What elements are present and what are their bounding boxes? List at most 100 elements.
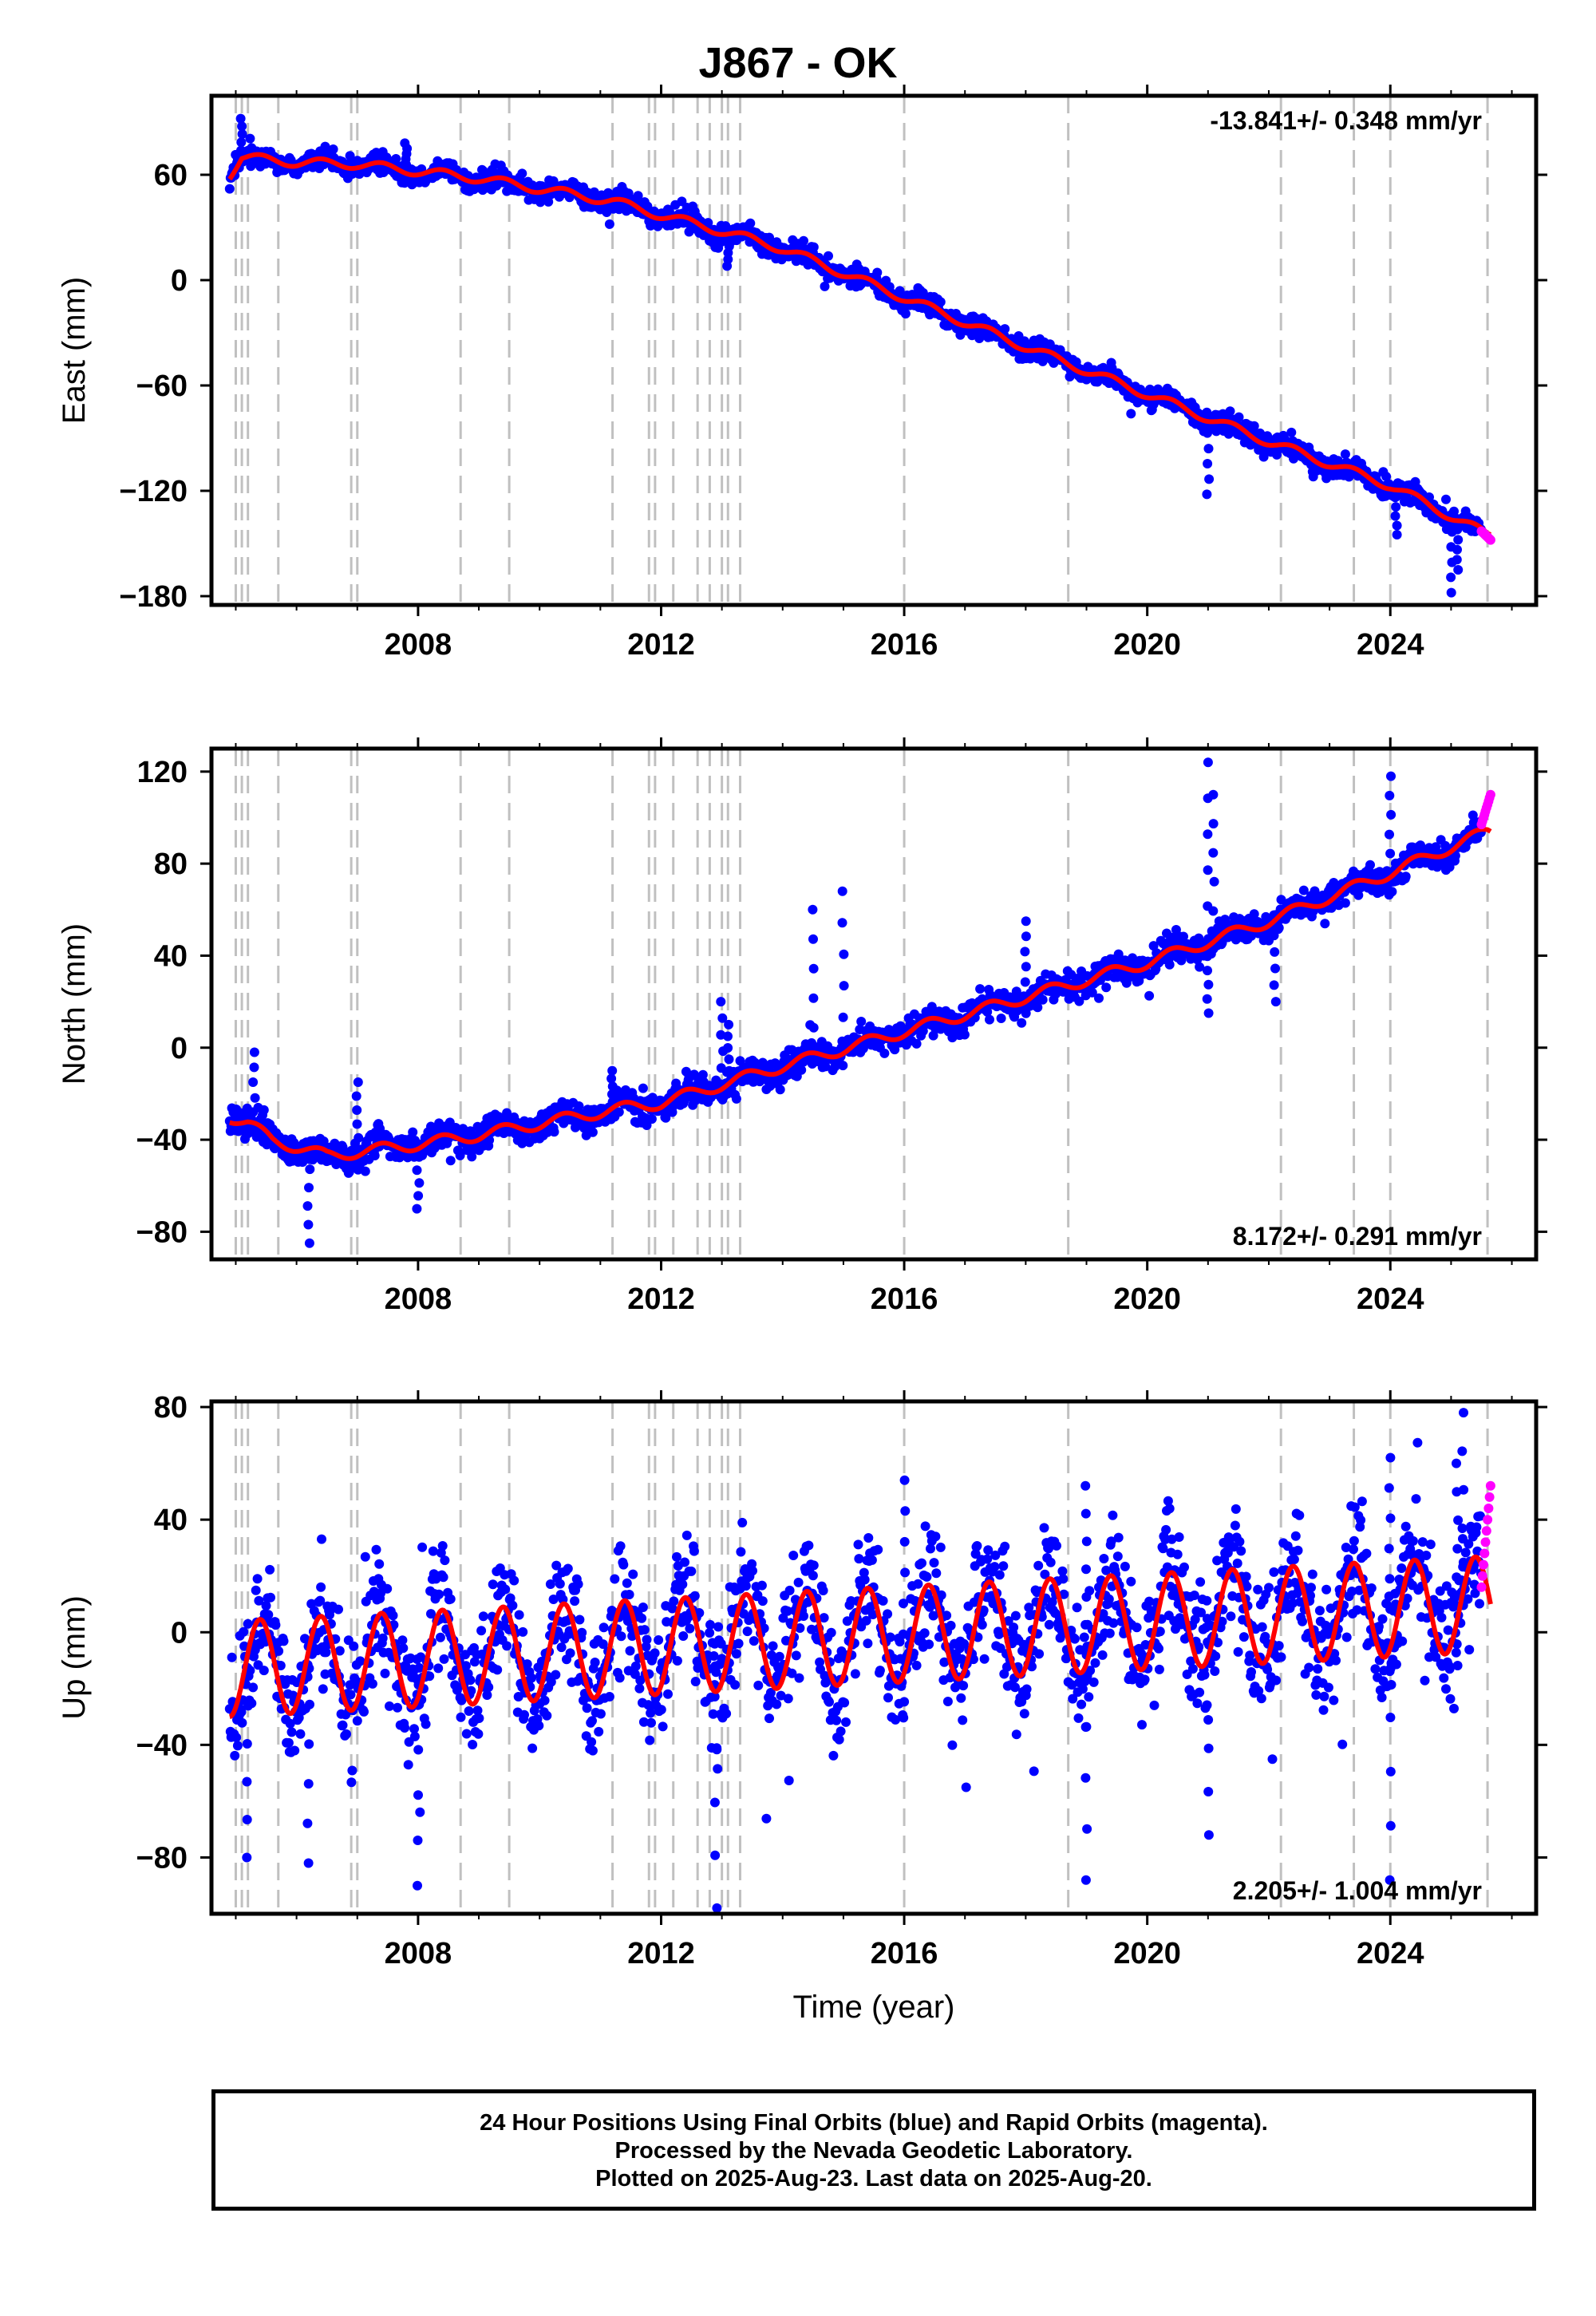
data-point [878, 1595, 888, 1606]
data-point [428, 1546, 438, 1556]
data-point [775, 1085, 785, 1095]
data-point [824, 251, 833, 261]
data-point [961, 1782, 971, 1792]
y-tick-label: 120 [137, 756, 188, 789]
data-point [589, 187, 599, 197]
outlier-point [724, 1054, 734, 1065]
data-point [784, 1585, 795, 1595]
data-point [604, 1692, 614, 1701]
outlier-point [1392, 520, 1402, 531]
data-point [367, 1678, 377, 1689]
outlier-point [1453, 565, 1464, 575]
data-point [764, 1713, 774, 1724]
outlier-point [250, 1093, 260, 1103]
data-point [398, 1643, 409, 1654]
data-point [1148, 941, 1159, 951]
y-tick-label: 0 [171, 264, 188, 298]
data-point [1320, 919, 1330, 929]
data-point [231, 1733, 242, 1743]
outlier-point [412, 1203, 422, 1214]
data-point [705, 1619, 715, 1630]
data-point [742, 1626, 753, 1637]
outlier-point [237, 121, 247, 132]
plot-frame [209, 93, 1539, 607]
outlier-point [1208, 848, 1219, 858]
outlier-point [1204, 474, 1215, 484]
y-tick-label: −40 [136, 1124, 188, 1157]
data-point [539, 1695, 550, 1705]
data-point [271, 1620, 281, 1630]
outlier-point [607, 1065, 618, 1076]
data-point [1134, 976, 1144, 986]
data-point [804, 1540, 814, 1551]
data-point [826, 1627, 836, 1638]
plot-area [224, 96, 1495, 605]
data-point [415, 1807, 425, 1817]
data-point [1010, 1611, 1021, 1621]
data-point [330, 1138, 340, 1148]
data-point [768, 1641, 778, 1651]
data-point [1049, 358, 1059, 368]
outlier-point [249, 1047, 259, 1057]
data-point [502, 1641, 512, 1651]
data-point [385, 1701, 394, 1711]
data-point [875, 1666, 885, 1676]
data-point [232, 1741, 243, 1751]
data-point [1044, 1619, 1054, 1630]
data-point [791, 1650, 801, 1661]
data-point [318, 1684, 328, 1694]
data-point [274, 1646, 284, 1656]
data-point [261, 1601, 271, 1611]
data-point [656, 1705, 666, 1715]
data-point [360, 1166, 370, 1176]
data-point [832, 1715, 842, 1725]
data-point [570, 1596, 580, 1607]
outlier-point [1208, 819, 1219, 829]
data-point [1037, 994, 1048, 1005]
data-point [377, 1633, 388, 1643]
data-point [1058, 1574, 1069, 1584]
data-point [360, 1551, 370, 1562]
data-point [856, 1017, 867, 1026]
outlier-point [1392, 530, 1402, 539]
data-point [624, 1590, 634, 1599]
outlier-point [235, 113, 246, 124]
data-point [455, 1150, 465, 1160]
final-orbit-series [224, 757, 1486, 1248]
data-point [774, 1651, 784, 1662]
data-point [380, 1668, 390, 1678]
outlier-point [1021, 916, 1031, 927]
data-point [1286, 427, 1297, 437]
data-point [920, 1521, 930, 1531]
plot-area [224, 1401, 1495, 1914]
data-point [994, 1570, 1005, 1580]
data-point [328, 144, 338, 154]
data-point [604, 219, 614, 229]
outlier-point [1020, 977, 1030, 987]
data-point [245, 133, 255, 144]
data-point [438, 1572, 448, 1583]
data-point [575, 1614, 585, 1625]
data-point [1387, 887, 1397, 897]
data-point [598, 1622, 609, 1633]
data-point [359, 1706, 369, 1717]
data-point [935, 1542, 946, 1552]
outlier-point [1453, 535, 1464, 545]
data-point [979, 1654, 990, 1664]
data-point [922, 1571, 932, 1582]
y-tick-label: −60 [136, 370, 188, 403]
data-point [543, 196, 554, 207]
outlier-point [248, 1107, 259, 1117]
outlier-point [400, 138, 410, 148]
rapid-point [1485, 535, 1495, 545]
data-point [476, 1626, 487, 1636]
data-point [959, 1030, 970, 1040]
outlier-point [1391, 502, 1401, 512]
data-point [996, 1014, 1006, 1023]
data-point [1073, 1713, 1084, 1723]
data-point [628, 1569, 638, 1579]
data-point [346, 1690, 356, 1700]
outlier-point [808, 963, 819, 974]
outlier-point [414, 1178, 425, 1188]
